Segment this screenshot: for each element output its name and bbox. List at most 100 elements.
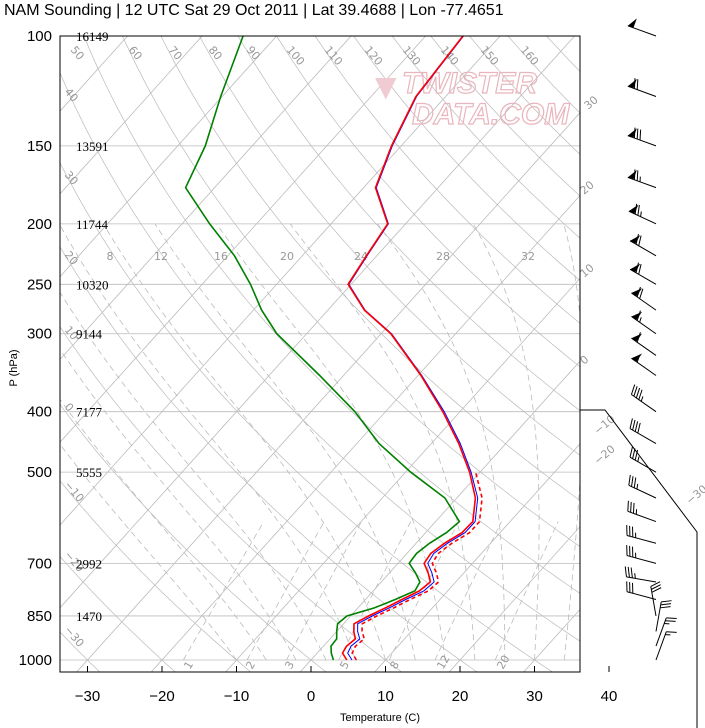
wind-barb-flag [633,78,636,89]
pressure-tick-label: 700 [27,555,52,572]
wind-barb [624,566,657,583]
isotherm-label: 120 [362,44,385,68]
pressure-tick-label: 150 [27,138,52,155]
moist-adiabat-label: 32 [521,250,535,263]
x-tick-label: 30 [526,688,543,705]
wind-barb-flag [661,600,672,603]
wind-barb-flag [630,384,636,395]
wind-barb-flag [634,203,638,215]
wind-barb-flag [627,500,629,512]
wind-barb-half [637,456,640,462]
wind-barb-staff [626,555,657,564]
isotherm-label: 0 [62,401,76,415]
isotherm-label: −30 [62,624,87,650]
watermark-line1: TWISTER [402,67,537,100]
wind-barb-staff [655,601,662,632]
wind-barb [650,581,662,617]
isotherm-label: 80 [206,44,225,63]
isotherm-line [60,36,129,112]
wind-barb-staff [627,510,657,523]
wind-barb-flag [633,127,636,139]
wind-barb-pennant [630,235,641,244]
wind-barb-staff [629,240,657,257]
wind-barb-half [636,483,639,490]
isotherm-label: 100 [284,44,307,68]
wind-barb [627,500,657,523]
wind-barb-flag [636,310,641,321]
dewpoint-trace [184,36,461,661]
isotherm-label: 70 [166,44,185,63]
wind-barb [628,203,657,225]
moist-adiabat-line [472,223,540,661]
isotherm-label: 150 [478,44,501,68]
temperature-trace [341,36,477,661]
mixing-ratio-line [183,521,265,661]
wind-barb-staff [631,394,657,413]
watermark-line2: DATA.COM [412,98,570,131]
chart-title: NAM Sounding | 12 UTC Sat 29 Oct 2011 | … [4,2,504,19]
mixing-ratio-line [388,521,459,661]
wind-barb [626,525,657,544]
height-label: 13591 [76,139,109,154]
wind-barb-flag [630,501,632,513]
wind-barb-flag [630,567,633,578]
mixing-ratio-label: 12 [434,653,452,672]
wind-barb-flag [636,170,639,181]
dry-adiabat-line [83,36,580,594]
isotherm-label: 160 [518,44,541,68]
x-tick-label: −10 [224,688,249,705]
wind-panel-border [579,36,698,728]
wind-barb-flag [632,502,635,514]
wind-barb-staff [629,428,657,445]
wind-barb-flag [629,446,633,458]
dry-adiabat-line [469,36,580,155]
x-tick-label: −20 [149,688,174,705]
moist-adiabat-line [154,223,416,661]
wind-barb-flag [638,235,642,246]
wind-barb-pennant [631,333,643,342]
dry-adiabat-label: −10 [592,412,618,437]
wind-barb [629,233,657,257]
wind-barb [626,545,657,564]
wind-barb-staff [628,484,657,499]
dry-adiabat-line [430,36,580,197]
wind-barb-staff [655,631,667,661]
dry-adiabat-line [60,246,478,672]
height-label: 16149 [76,29,109,44]
wind-barb-half [640,396,644,402]
mixing-ratio-line [338,521,412,661]
wind-barb-staff [627,135,657,147]
dry-adiabat-line [276,36,580,368]
dry-adiabat-line [314,36,580,324]
wind-barb-flag [631,476,634,487]
mixing-ratio-line [286,521,362,661]
wind-barb-flag [637,422,641,434]
dry-adiabat-line [199,36,580,456]
dry-adiabat-line [60,71,580,642]
wind-barb-staff [655,617,667,647]
dry-adiabat-line [391,36,580,239]
wind-barb-staff [629,456,657,473]
wind-barb-half [640,211,642,217]
wind-barb-pennant [627,18,637,28]
wind-barb-flag [633,169,636,180]
wind-barb-flag [629,418,633,429]
moist-adiabat-label: 16 [214,250,228,263]
wind-barb [629,418,657,445]
wind-barb-flag [628,474,631,486]
wind-barb-flag [666,631,677,633]
wind-barb-flag [635,233,639,245]
wind-barb [627,18,657,37]
wind-barb-staff [626,535,657,544]
wind-barb-staff [631,316,657,335]
isotherm-line [597,22,705,673]
dry-adiabat-line [121,36,580,547]
pressure-tick-label: 850 [27,608,52,625]
plot-frame [59,35,581,673]
isotherm-line [299,360,580,672]
isotherm-line [0,22,66,673]
wind-barb-staff [631,357,657,376]
wind-barb-flag [636,332,641,343]
isotherm-label: 50 [68,44,87,63]
